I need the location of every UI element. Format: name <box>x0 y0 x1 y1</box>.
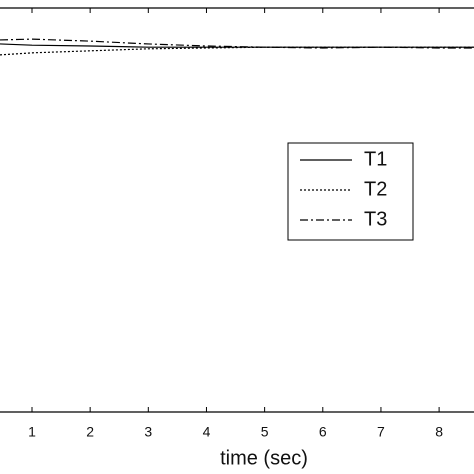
x-tick-label: 7 <box>377 424 385 440</box>
x-tick-label: 1 <box>28 424 36 440</box>
x-tick-label: 8 <box>435 424 443 440</box>
x-axis-label: time (sec) <box>220 447 308 469</box>
series-line <box>0 46 474 56</box>
legend-label: T2 <box>364 178 387 200</box>
legend-label: T1 <box>364 148 387 170</box>
x-tick-label: 6 <box>319 424 327 440</box>
series-line <box>0 43 474 48</box>
series-line <box>0 38 474 49</box>
x-tick-label: 4 <box>203 424 211 440</box>
legend-box <box>287 142 414 241</box>
x-tick-label: 5 <box>261 424 269 440</box>
x-tick-label: 2 <box>86 424 94 440</box>
x-tick-label: 3 <box>144 424 152 440</box>
legend-label: T3 <box>364 208 387 230</box>
